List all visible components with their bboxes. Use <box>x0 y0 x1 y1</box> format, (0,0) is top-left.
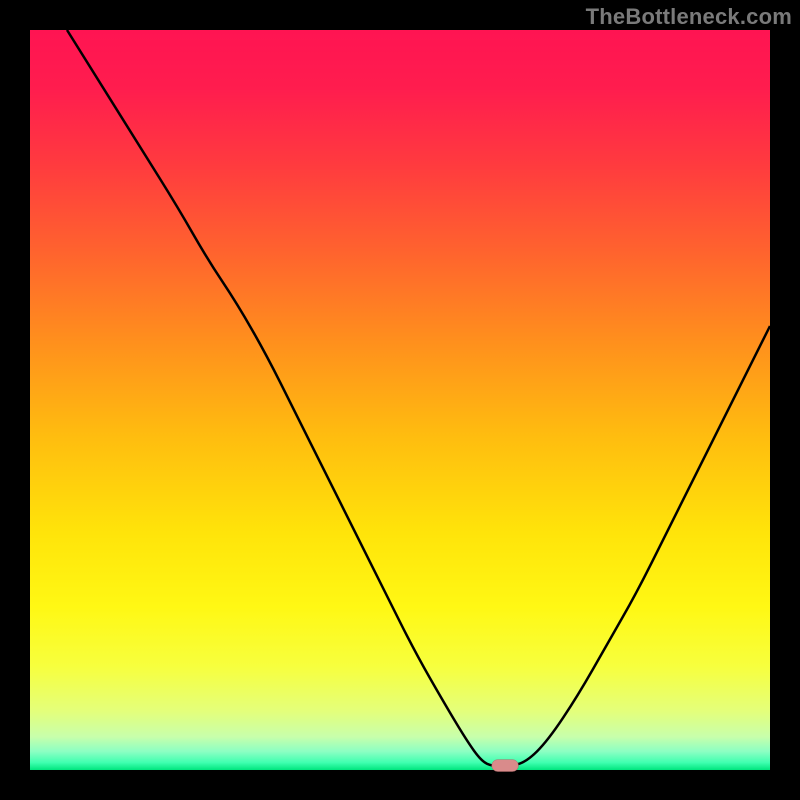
chart-frame: TheBottleneck.com <box>0 0 800 800</box>
plot-background <box>30 30 770 770</box>
optimal-marker <box>492 760 519 772</box>
bottleneck-curve-chart <box>0 0 800 800</box>
